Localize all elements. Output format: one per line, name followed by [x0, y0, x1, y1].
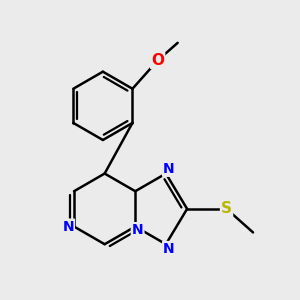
Text: N: N [62, 220, 74, 234]
Text: O: O [151, 53, 164, 68]
Text: N: N [163, 242, 175, 256]
Text: S: S [221, 201, 232, 216]
Text: N: N [163, 162, 175, 176]
Text: N: N [132, 223, 143, 237]
